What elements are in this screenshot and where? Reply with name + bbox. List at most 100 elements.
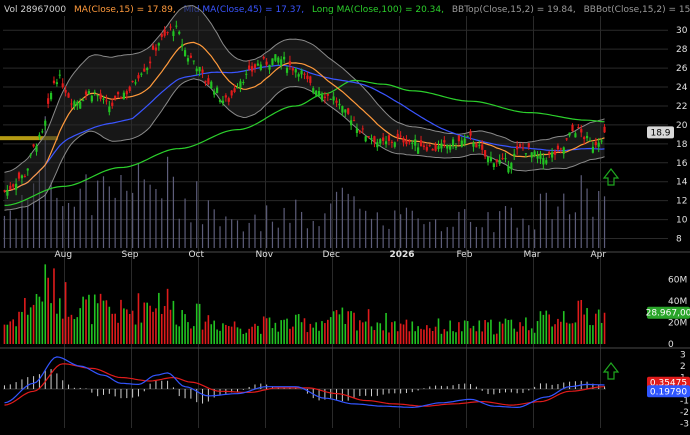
main-volume-bar <box>32 183 35 248</box>
main-volume-bar <box>545 192 547 248</box>
main-volume-bar <box>382 225 384 248</box>
candle-body <box>82 100 85 102</box>
candle-body <box>248 65 251 70</box>
candle-body <box>186 58 190 62</box>
volume-bar <box>338 314 341 344</box>
candle-body <box>367 136 370 138</box>
volume-bar <box>408 331 411 344</box>
volume-bar <box>417 326 419 344</box>
candle-body <box>221 100 225 104</box>
candle-body <box>250 66 254 72</box>
candle-body <box>119 97 123 99</box>
volume-tick-label: 20M <box>668 318 687 328</box>
volume-bar <box>571 323 574 344</box>
volume-bar <box>85 299 87 344</box>
main-volume-bar <box>166 156 169 248</box>
volume-bar <box>233 321 236 344</box>
candle-body <box>402 137 405 143</box>
volume-bar <box>222 323 224 344</box>
main-volume-bar <box>400 214 402 248</box>
candle-body <box>364 136 367 142</box>
candle-body <box>160 34 163 37</box>
volume-bar <box>64 282 67 344</box>
volume-bar <box>140 322 143 344</box>
main-volume-bar <box>231 219 233 248</box>
candle-body <box>405 140 408 145</box>
candle-body <box>52 80 56 84</box>
volume-bar <box>405 319 408 344</box>
volume-bar <box>181 310 183 344</box>
main-volume-bar <box>178 218 180 248</box>
candle-body <box>306 75 309 79</box>
candle-body <box>230 90 233 96</box>
volume-bar <box>134 324 137 344</box>
volume-bar <box>137 293 140 344</box>
candle-body <box>96 95 99 97</box>
main-volume-bar <box>388 228 390 248</box>
candle-body <box>417 147 420 154</box>
volume-bar <box>26 314 29 344</box>
volume-bar <box>73 319 76 344</box>
volume-bar <box>184 314 186 344</box>
main-volume-bar <box>516 227 518 248</box>
volume-bar <box>603 312 606 344</box>
candle-body <box>204 80 207 83</box>
candle-body <box>297 74 300 77</box>
bollinger-bands <box>4 5 605 211</box>
main-volume-bar <box>62 206 64 248</box>
candle-body <box>26 168 29 171</box>
volume-bar <box>449 320 451 344</box>
volume-bar <box>18 311 20 344</box>
volume-bar <box>367 309 370 344</box>
candle-body <box>283 56 286 60</box>
main-volume-bar <box>108 186 110 248</box>
volume-bar <box>3 324 6 344</box>
volume-bar <box>9 321 12 344</box>
main-volume-bar <box>481 227 483 248</box>
volume-bar <box>193 326 195 344</box>
volume-bar <box>548 314 550 344</box>
volume-bar <box>557 318 559 344</box>
candle-body <box>510 162 513 170</box>
candle-body <box>527 143 530 148</box>
volume-bar <box>533 332 536 344</box>
main-volume-bar <box>67 202 70 248</box>
signal-value-tag-bg <box>647 385 690 398</box>
main-volume-bar <box>190 222 192 248</box>
month-tick-label: Sep <box>122 250 139 260</box>
candle-body <box>469 131 472 136</box>
candle-body <box>137 75 140 79</box>
candle-body <box>492 163 495 168</box>
volume-bar <box>434 326 437 344</box>
volume-bar <box>88 294 90 344</box>
volume-bar <box>490 319 492 344</box>
candle-body <box>218 99 222 102</box>
volume-bar <box>163 306 166 344</box>
candle-body <box>347 108 350 114</box>
volume-bar <box>187 322 189 344</box>
volume-bar <box>461 331 463 344</box>
candle-body <box>425 146 428 151</box>
candle-body <box>545 160 548 164</box>
candle-body <box>449 145 452 150</box>
price-tick-label: 28 <box>676 45 688 55</box>
volume-bar <box>507 319 510 344</box>
candle-body <box>437 146 440 150</box>
volume-bar <box>56 313 58 344</box>
volume-bar <box>236 327 239 344</box>
candle-body <box>533 151 536 157</box>
candle-body <box>210 81 213 89</box>
month-tick-label: Nov <box>256 250 274 260</box>
price-tick-label: 8 <box>676 235 682 245</box>
candle-body <box>149 61 152 64</box>
candle-body <box>562 147 565 154</box>
candle-body <box>245 73 248 75</box>
main-volume-bar <box>475 226 477 248</box>
main-volume-bar <box>469 221 472 248</box>
volume-bar <box>428 328 431 344</box>
volume-bar <box>431 330 434 344</box>
volume-bar <box>47 277 49 344</box>
volume-bar <box>160 313 163 344</box>
volume-label: Vol 28967000 <box>4 5 66 15</box>
volume-bar <box>495 333 498 344</box>
